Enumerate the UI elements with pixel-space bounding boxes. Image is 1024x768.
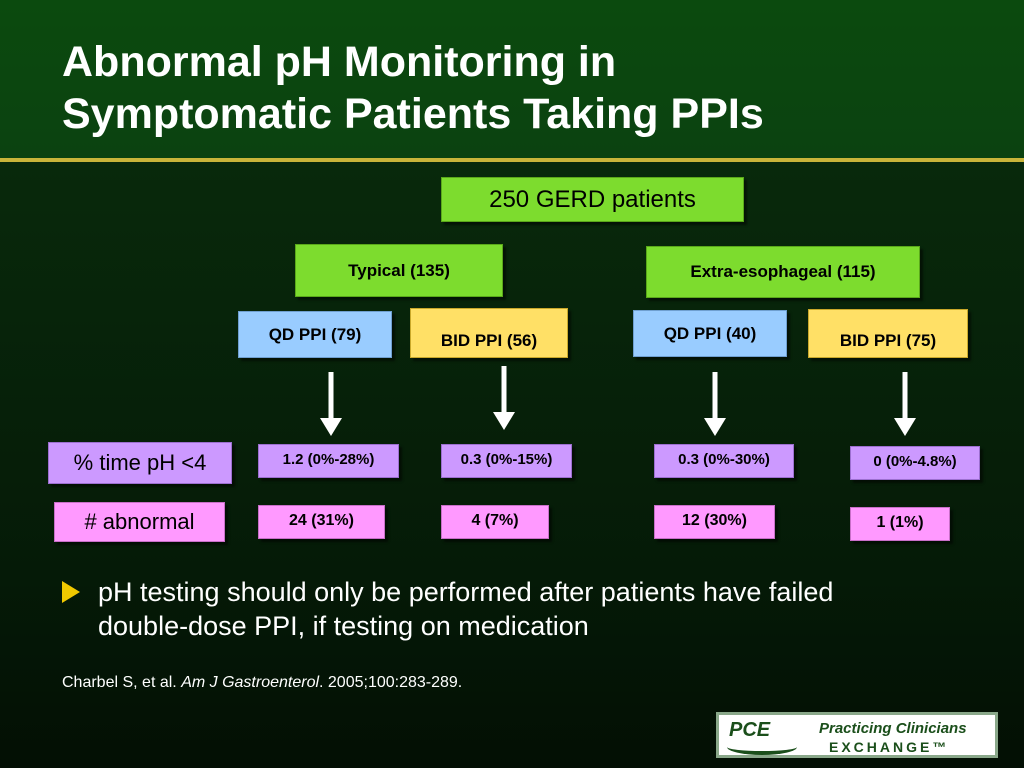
arrow-down-icon [894,372,916,436]
abnormal-value: 1 (1%) [850,507,950,541]
arrow-down-icon [704,372,726,436]
arm-extra-bid-label: BID PPI (75) [839,331,937,350]
time-ph-value: 0.3 (0%-30%) [654,444,794,478]
time-ph-value-text: 0 (0%-4.8%) [873,453,957,470]
logo-swoosh-icon [727,739,797,755]
group-extra-esophageal-label: Extra-esophageal (115) [690,262,876,281]
pce-logo: PCE Practicing Clinicians EXCHANGE™ [716,712,998,758]
arm-typical-qd-label: QD PPI (79) [268,324,362,344]
root-label: 250 GERD patients [489,185,696,213]
arrow-down-icon [320,372,342,436]
abnormal-value-text: 1 (1%) [876,514,924,531]
logo-line-2: EXCHANGE™ [829,739,950,755]
time-ph-value: 0.3 (0%-15%) [441,444,572,478]
time-ph-value-text: 0.3 (0%-15%) [460,451,553,468]
time-ph-value: 1.2 (0%-28%) [258,444,399,478]
row-label-time-ph: % time pH <4 [48,442,232,484]
citation-details: . 2005;100:283-289. [319,674,463,691]
abnormal-value: 12 (30%) [654,505,775,539]
slide-title: Abnormal pH Monitoring in Symptomatic Pa… [62,36,982,140]
time-ph-value: 0 (0%-4.8%) [850,446,980,480]
bullet-line-1: pH testing should only be performed afte… [98,577,834,607]
slide-title-line-2: Symptomatic Patients Taking PPIs [62,90,764,138]
arm-typical-bid-label: BID PPI (56) [440,331,538,350]
time-ph-value-text: 0.3 (0%-30%) [678,451,770,468]
logo-mark: PCE [729,719,771,741]
citation: Charbel S, et al. Am J Gastroenterol. 20… [62,674,462,692]
bullet-text: pH testing should only be performed afte… [98,575,978,643]
arm-typical-bid-box: BID PPI (56) [410,308,568,358]
row-label-abnormal: # abnormal [54,502,225,542]
arm-extra-qd-box: QD PPI (40) [633,310,787,357]
row-label-abnormal-text: # abnormal [84,509,195,534]
header-divider [0,158,1024,162]
abnormal-value-text: 12 (30%) [682,512,747,529]
abnormal-value-text: 24 (31%) [289,512,354,529]
group-typical-box: Typical (135) [295,244,503,297]
root-box: 250 GERD patients [441,177,744,222]
citation-authors: Charbel S, et al. [62,674,177,691]
arm-extra-bid-box: BID PPI (75) [808,309,968,358]
header-band [0,0,1024,158]
triangle-bullet-icon [62,581,80,603]
row-label-time-ph-text: % time pH <4 [73,450,207,475]
abnormal-value: 24 (31%) [258,505,385,539]
bullet-line-2: double-dose PPI, if testing on medicatio… [98,611,589,641]
abnormal-value-text: 4 (7%) [471,512,519,529]
group-extra-esophageal-box: Extra-esophageal (115) [646,246,920,298]
time-ph-value-text: 1.2 (0%-28%) [282,451,375,468]
slide-title-line-1: Abnormal pH Monitoring in [62,38,617,86]
arrow-down-icon [493,366,515,430]
citation-journal: Am J Gastroenterol [181,674,320,691]
arm-extra-qd-label: QD PPI (40) [663,323,757,343]
group-typical-label: Typical (135) [348,260,450,280]
abnormal-value: 4 (7%) [441,505,549,539]
logo-line-1: Practicing Clinicians [819,720,967,737]
arm-typical-qd-box: QD PPI (79) [238,311,392,358]
